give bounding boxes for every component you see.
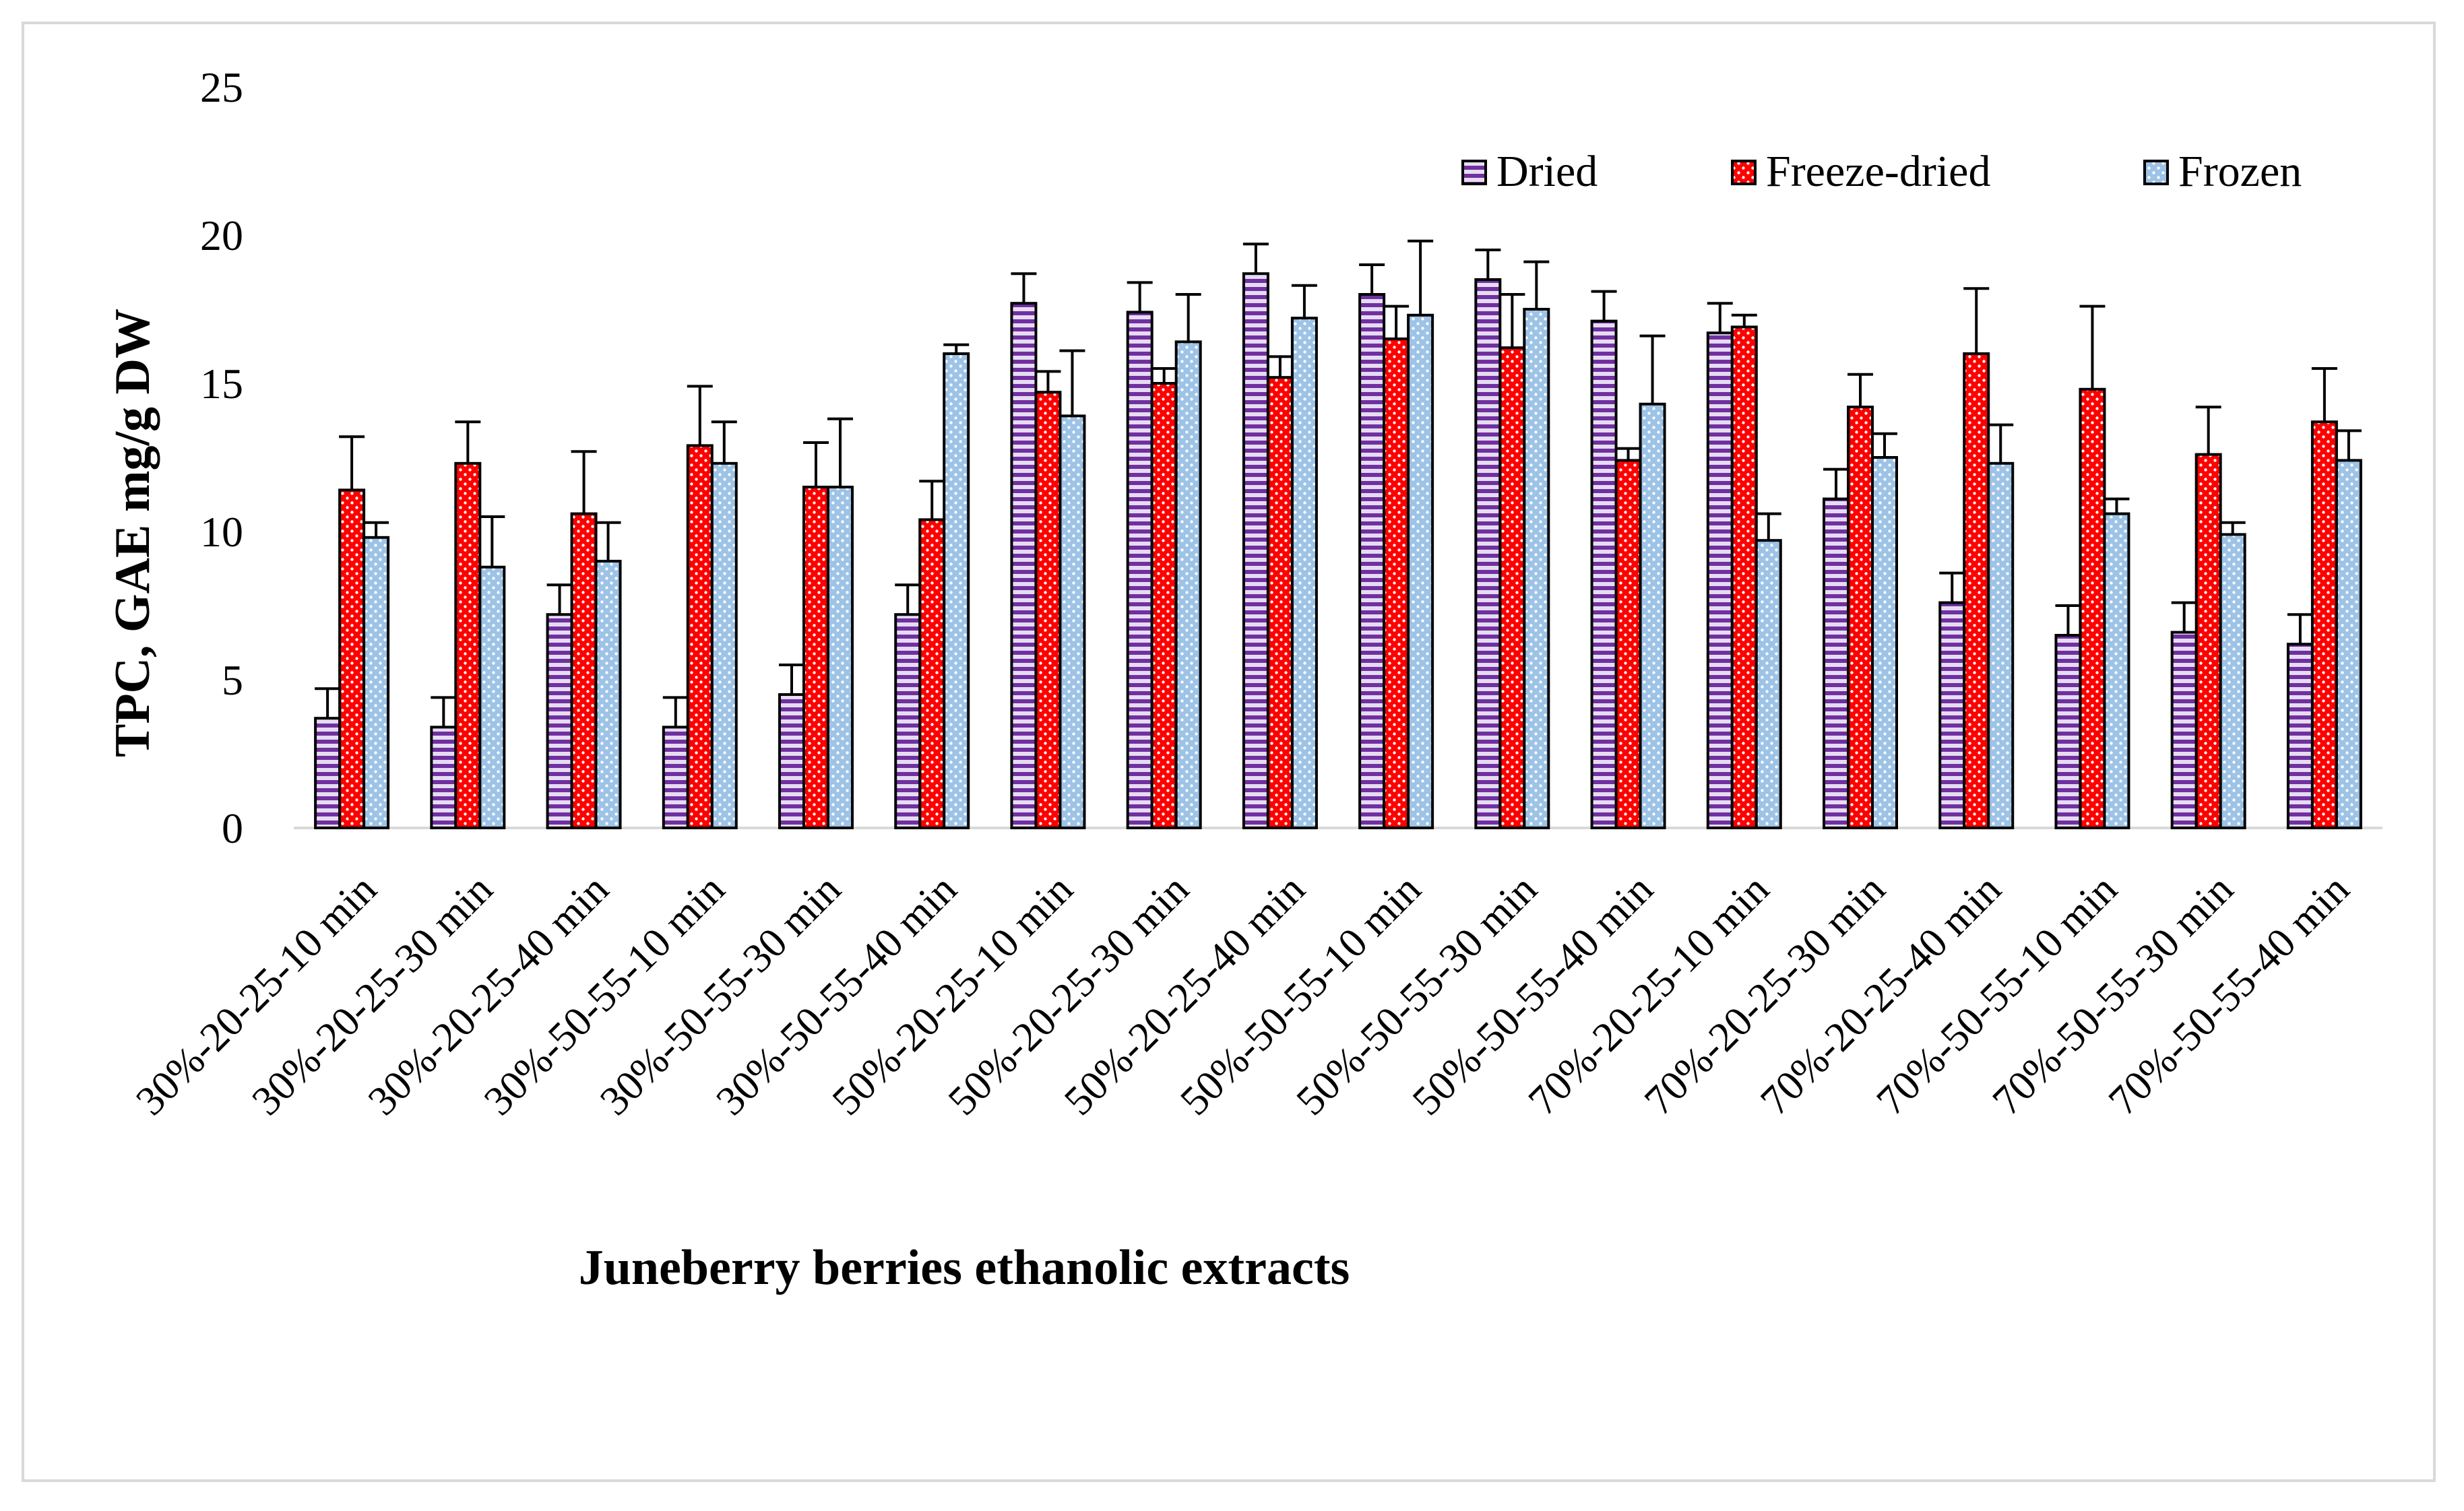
bar-chart: 0 5 10 15 20 25 30%-20-25-10 min30%-20-25-30 … [105, 63, 2382, 1295]
y-tick-label: 5 [222, 656, 243, 704]
bar-dried [1590, 319, 1618, 830]
bar-frozen [362, 536, 390, 829]
y-tick-label: 15 [200, 360, 243, 408]
bar-series-group [314, 272, 2362, 830]
bar-dried [1126, 311, 1154, 829]
bar-dried [662, 726, 689, 830]
legend-swatch-frozen [2143, 160, 2169, 185]
legend-label-frozen: Frozen [2178, 147, 2302, 196]
legend: Dried Freeze-dried Frozen [1461, 147, 2302, 196]
bar-frozen [1174, 340, 1202, 829]
bar-freeze-dried [1383, 337, 1410, 829]
bar-freeze-dried [802, 486, 829, 829]
bar-frozen [594, 560, 622, 829]
error-bar-group [315, 239, 2362, 728]
bar-freeze-dried [454, 461, 482, 829]
bar-freeze-dried [570, 512, 598, 829]
bar-frozen [1987, 461, 2015, 829]
bar-frozen [2219, 533, 2246, 830]
bar-dried [1358, 293, 1386, 829]
bar-freeze-dried [2079, 387, 2106, 829]
bar-frozen [1059, 414, 1086, 829]
bar-frozen [943, 352, 970, 829]
bar-dried [778, 693, 805, 829]
bar-frozen [710, 461, 738, 829]
bar-dried [1474, 278, 1502, 829]
bar-dried [1938, 601, 1966, 829]
bar-frozen [827, 486, 854, 829]
bar-freeze-dried [338, 488, 366, 830]
bar-freeze-dried [1266, 376, 1294, 829]
y-tick-label: 25 [200, 63, 243, 111]
legend-swatch-dried [1461, 160, 1487, 185]
bar-dried [314, 717, 342, 829]
legend-label-freeze-dried: Freeze-dried [1766, 147, 1990, 196]
bar-frozen [2103, 512, 2130, 829]
bar-frozen [1755, 539, 1782, 829]
bar-freeze-dried [1847, 406, 1874, 829]
bar-dried [1242, 272, 1269, 829]
bar-freeze-dried [1614, 459, 1642, 829]
bar-dried [430, 726, 457, 830]
bar-frozen [2335, 459, 2362, 829]
bar-freeze-dried [1034, 391, 1062, 829]
chart-frame: 0 5 10 15 20 25 30%-20-25-10 min 30%-20-25-30 … [22, 22, 2436, 1482]
bar-frozen [1407, 313, 1434, 829]
x-axis-title: Juneberry berries ethanolic extracts [579, 1240, 1350, 1295]
bar-freeze-dried [686, 444, 714, 829]
bar-dried [2054, 634, 2082, 829]
y-axis-ticks: 0 5 10 15 20 25 [200, 63, 243, 852]
bar-frozen [1523, 308, 1550, 829]
bar-dried [894, 613, 922, 829]
bar-dried [1823, 497, 1850, 829]
bar-freeze-dried [1498, 346, 1526, 829]
bar-frozen [478, 565, 506, 829]
bar-freeze-dried [2194, 453, 2222, 829]
bar-dried [2286, 643, 2314, 829]
bar-freeze-dried [2310, 420, 2338, 829]
bar-frozen [1871, 456, 1898, 829]
bar-dried [1706, 331, 1734, 829]
bar-freeze-dried [1963, 352, 1990, 829]
legend-label-dried: Dried [1496, 147, 1598, 196]
legend-swatch-freeze-dried [1731, 160, 1757, 185]
bar-dried [546, 613, 573, 829]
bar-freeze-dried [1730, 325, 1758, 829]
y-tick-label: 20 [200, 212, 243, 259]
y-tick-label: 0 [222, 804, 243, 852]
bar-dried [1010, 302, 1038, 829]
bar-frozen [1639, 402, 1666, 829]
bar-freeze-dried [918, 518, 946, 830]
y-tick-label: 10 [200, 508, 243, 556]
bar-dried [2170, 631, 2198, 829]
bar-frozen [1290, 317, 1318, 829]
y-axis-title: TPC, GAE mg/g DW [105, 309, 160, 757]
bar-freeze-dried [1150, 382, 1178, 829]
